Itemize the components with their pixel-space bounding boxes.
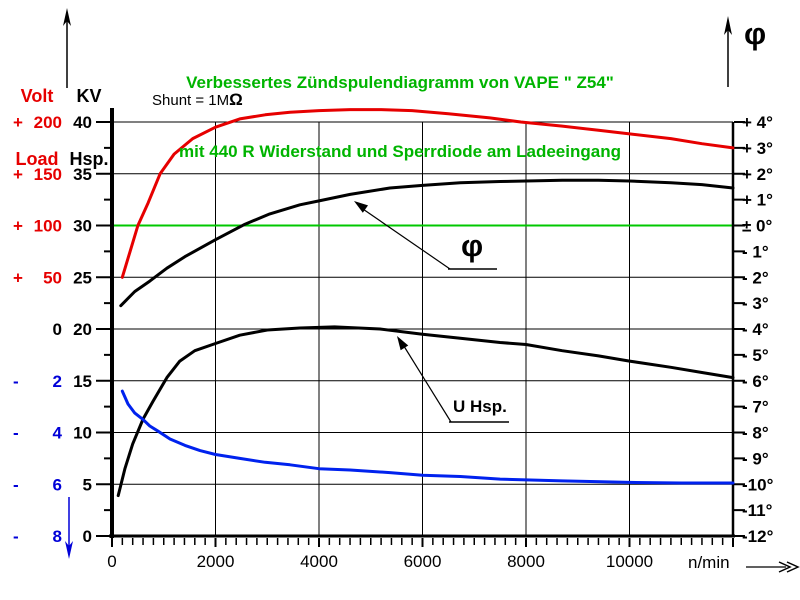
kv-tick-label: 5 (83, 475, 92, 494)
load-tick-sign: - (13, 475, 19, 494)
load-tick-label: 6 (53, 475, 62, 494)
degree-tick-label: - 5° (742, 346, 769, 365)
degree-tick-label: - 9° (742, 449, 769, 468)
chart-title-line2: mit 440 R Widerstand und Sperrdiode am L… (179, 142, 621, 161)
load-tick-label: 8 (53, 527, 62, 546)
degree-tick-label: -10° (742, 475, 774, 494)
shunt-text: Shunt = 1M (152, 92, 230, 109)
degree-tick-label: + 1° (742, 191, 773, 210)
load-tick-sign: - (13, 372, 19, 391)
x-tick-label: 8000 (507, 552, 545, 571)
uhsp-leader-arrowhead (397, 336, 409, 351)
load-tick-sign: + (13, 113, 23, 132)
load-tick-sign: - (13, 527, 19, 546)
degree-tick-label: - 4° (742, 320, 769, 339)
degree-tick-label: -11° (742, 501, 773, 520)
load-tick-label: 150 (34, 165, 62, 184)
x-tick-label: 6000 (404, 552, 442, 571)
kv-hsp-axis-header: KV Hsp. (68, 44, 110, 212)
curve-volt-load (120, 108, 735, 279)
x-tick-label: 10000 (606, 552, 653, 571)
degree-tick-label: + 4° (742, 113, 773, 132)
load-tick-sign: + (13, 165, 23, 184)
degree-tick-label: - 3° (742, 294, 769, 313)
load-label: Load (15, 149, 59, 169)
load-tick-sign: + (13, 268, 23, 287)
x-axis-unit-label: n/min (688, 553, 730, 572)
degree-tick-label: ± 0° (742, 217, 773, 236)
degree-tick-label: - 6° (742, 372, 769, 391)
phi-axis-symbol: φ (744, 16, 767, 51)
x-axis-arrowhead (778, 561, 800, 573)
kv-tick-label: 35 (73, 165, 92, 184)
chart-title-line1: Verbessertes Zündspulendiagramm von VAPE… (186, 73, 614, 92)
degree-tick-label: -12° (742, 527, 774, 546)
x-tick-label: 0 (107, 552, 116, 571)
logik-down-arrowhead (65, 541, 73, 559)
load-tick-label: 200 (34, 113, 62, 132)
kv-tick-label: 30 (73, 217, 92, 236)
degree-tick-label: - 8° (742, 424, 769, 443)
shunt-note: Shunt = 1MΩ (152, 90, 243, 110)
logik-power-label: Logik Power (16, 552, 64, 600)
kv-tick-label: 20 (73, 320, 92, 339)
degree-tick-label: + 3° (742, 139, 773, 158)
degree-tick-label: - 1° (742, 242, 769, 261)
kv-tick-label: 0 (83, 527, 92, 546)
load-tick-label: 100 (34, 217, 62, 236)
kv-label: KV (76, 86, 102, 106)
volt-load-axis-header: Volt Load (12, 44, 62, 212)
kv-tick-label: 10 (73, 424, 92, 443)
hsp-label: Hsp. (69, 149, 109, 169)
kv-tick-label: 40 (73, 113, 92, 132)
degree-tick-label: - 2° (742, 268, 769, 287)
phi-leader-arrowhead (354, 201, 369, 213)
load-tick-sign: + (13, 217, 23, 236)
load-tick-label: 50 (43, 268, 62, 287)
chart-title: Verbessertes Zündspulendiagramm von VAPE… (100, 25, 700, 209)
curve-logik-power (120, 389, 735, 485)
load-tick-label: 2 (53, 372, 62, 391)
uhsp-leader-line (401, 342, 452, 423)
degree-tick-label: - 7° (742, 398, 769, 417)
logik-line: Logik (16, 596, 64, 600)
load-tick-sign: - (13, 424, 19, 443)
phi-leader-line (359, 206, 451, 270)
kv-tick-label: 15 (73, 372, 92, 391)
uhsp-annotation-label: U Hsp. (453, 397, 507, 416)
phi-axis-up-arrowhead (724, 16, 732, 35)
load-tick-label: 0 (53, 320, 62, 339)
omega-symbol: Ω (229, 90, 243, 109)
phi-annotation-label: φ (461, 228, 484, 263)
x-tick-label: 2000 (197, 552, 235, 571)
kv-tick-label: 25 (73, 268, 92, 287)
x-tick-label: 4000 (300, 552, 338, 571)
curve-- (119, 178, 735, 308)
curve-u-hsp- (116, 325, 735, 498)
left-axis-up-arrowhead (63, 8, 71, 26)
degree-tick-label: + 2° (742, 165, 773, 184)
volt-label: Volt (20, 86, 54, 106)
load-tick-label: 4 (53, 424, 63, 443)
